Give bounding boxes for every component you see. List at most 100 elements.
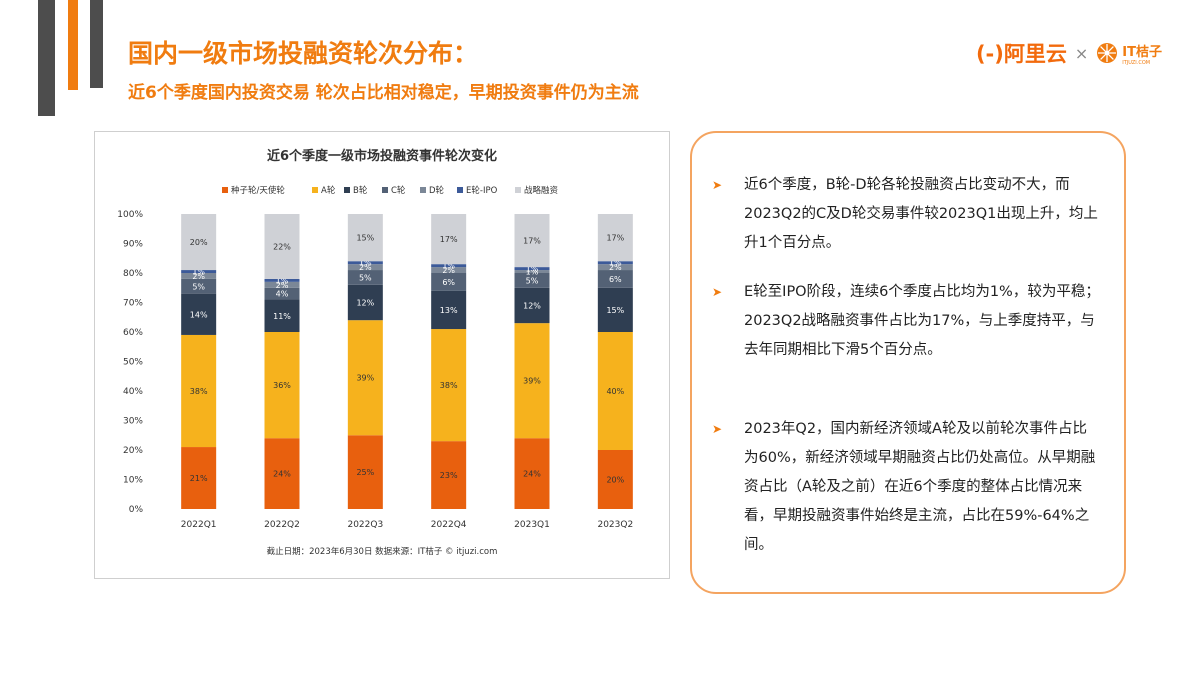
bar-segment — [514, 267, 550, 271]
note-text: 近6个季度，B轮-D轮各轮投融资占比变动不大，而2023Q2的C及D轮交易事件较… — [744, 177, 1098, 251]
bar-segment — [181, 278, 217, 294]
x-tick-label: 2022Q1 — [181, 520, 217, 530]
data-label: 2% — [192, 272, 205, 281]
bar-segment — [264, 287, 300, 300]
chart-title: 近6个季度一级市场投融资事件轮次变化 — [267, 148, 497, 164]
legend-label: D轮 — [429, 185, 445, 196]
data-label: 11% — [273, 312, 291, 321]
bar-segment — [181, 293, 217, 335]
data-label: 1% — [359, 259, 372, 268]
bar-segment — [597, 261, 633, 265]
data-label: 39% — [523, 377, 541, 386]
bar-segment — [431, 273, 467, 291]
note-text: 2023年Q2，国内新经济领域A轮及以前轮次事件占比为60%，新经济领域早期融资… — [744, 421, 1096, 553]
bar-segment — [597, 450, 633, 509]
data-label: 20% — [606, 476, 624, 485]
arrow-bullet-icon: ➤ — [712, 285, 723, 299]
y-tick-label: 90% — [123, 240, 143, 250]
data-label: 1% — [526, 265, 539, 274]
data-label: 5% — [359, 273, 372, 282]
data-label: 1% — [526, 268, 539, 277]
bar-segment — [597, 287, 633, 332]
data-label: 1% — [442, 262, 455, 271]
legend-label: 种子轮/天使轮 — [231, 185, 285, 196]
page-subtitle: 近6个季度国内投资交易 轮次占比相对稳定，早期投资事件仍为主流 — [128, 83, 639, 103]
data-label: 38% — [440, 381, 458, 390]
bar-segment — [264, 214, 300, 279]
bar-segment — [181, 270, 217, 273]
x-tick-label: 2022Q2 — [264, 520, 300, 530]
y-tick-label: 70% — [123, 299, 143, 309]
legend-label: B轮 — [353, 185, 368, 196]
aliyun-logo: (-)阿里云 — [975, 42, 1067, 66]
y-tick-label: 50% — [123, 358, 143, 368]
data-label: 36% — [273, 381, 291, 390]
y-tick-label: 100% — [117, 210, 143, 220]
data-label: 21% — [190, 474, 208, 483]
data-label: 24% — [273, 470, 291, 479]
brand-logos: (-)阿里云 × IT桔子 ITJUZI.COM — [976, 38, 1162, 68]
bar-segment — [181, 447, 217, 509]
bar-segment — [181, 214, 217, 271]
data-label: 6% — [609, 275, 622, 284]
data-label: 1% — [192, 268, 205, 277]
data-label: 13% — [440, 306, 458, 315]
decor-bar-orange — [68, 0, 78, 90]
orange-slice-icon — [1097, 43, 1118, 63]
y-tick-label: 30% — [123, 417, 143, 427]
bar-segment — [181, 334, 217, 448]
note-text: E轮至IPO阶段，连续6个季度占比均为1%，较为平稳；2023Q2战略融资事件占… — [744, 284, 1100, 358]
data-label: 2% — [276, 281, 289, 290]
bar-segment — [597, 214, 633, 262]
bar-segment — [181, 273, 217, 279]
itjuzi-logo: IT桔子 ITJUZI.COM — [1096, 41, 1162, 66]
note-item: ➤ E轮至IPO阶段，连续6个季度占比均为1%，较为平稳；2023Q2战略融资事… — [712, 278, 1100, 365]
bar-segment — [264, 281, 300, 288]
bar-segment — [264, 438, 300, 509]
data-label: 2% — [442, 266, 455, 275]
data-label: 1% — [609, 259, 622, 268]
x-tick-label: 2022Q4 — [431, 520, 467, 530]
bar-segment — [264, 299, 300, 332]
legend-label: A轮 — [321, 185, 336, 196]
bar-segment — [597, 332, 633, 450]
data-label: 17% — [440, 235, 458, 244]
legend-label: E轮-IPO — [466, 185, 498, 196]
bar-segment — [597, 270, 633, 288]
bar-segment — [347, 320, 383, 436]
legend-swatch — [312, 187, 318, 193]
bar-segment — [264, 332, 300, 439]
bar-segment — [431, 214, 467, 265]
data-label: 20% — [190, 238, 208, 247]
bar-segment — [431, 264, 467, 268]
bar-segment — [347, 214, 383, 262]
decor-bar-left — [38, 0, 55, 116]
bar-segment — [514, 287, 550, 324]
legend-swatch — [382, 187, 388, 193]
y-tick-label: 40% — [123, 387, 143, 397]
legend-label: 战略融资 — [524, 185, 559, 196]
y-tick-label: 20% — [123, 446, 143, 456]
data-label: 12% — [356, 299, 374, 308]
chart-panel: 近6个季度一级市场投融资事件轮次变化种子轮/天使轮 A轮 B轮 C轮 D轮 E轮-IPO 战… — [94, 131, 670, 579]
y-tick-label: 60% — [123, 328, 143, 338]
bar-segment — [347, 284, 383, 321]
legend-label: C轮 — [391, 185, 406, 196]
note-item: ➤ 2023年Q2，国内新经济领域A轮及以前轮次事件占比为60%，新经济领域早期… — [712, 415, 1100, 560]
bar-segment — [431, 290, 467, 330]
bar-segment — [514, 270, 550, 273]
decor-bar-right — [90, 0, 103, 88]
legend-swatch — [344, 187, 350, 193]
data-label: 12% — [523, 301, 541, 310]
bar-segment — [514, 214, 550, 268]
data-label: 23% — [440, 471, 458, 480]
bar-segment — [514, 438, 550, 509]
legend-swatch — [222, 187, 228, 193]
x-tick-label: 2023Q2 — [597, 520, 633, 530]
brand-times: × — [1074, 43, 1089, 63]
data-label: 5% — [192, 282, 205, 291]
arrow-bullet-icon: ➤ — [712, 178, 723, 192]
itjuzi-subtext: ITJUZI.COM — [1122, 59, 1151, 66]
bar-segment — [347, 264, 383, 271]
legend-swatch — [515, 187, 521, 193]
